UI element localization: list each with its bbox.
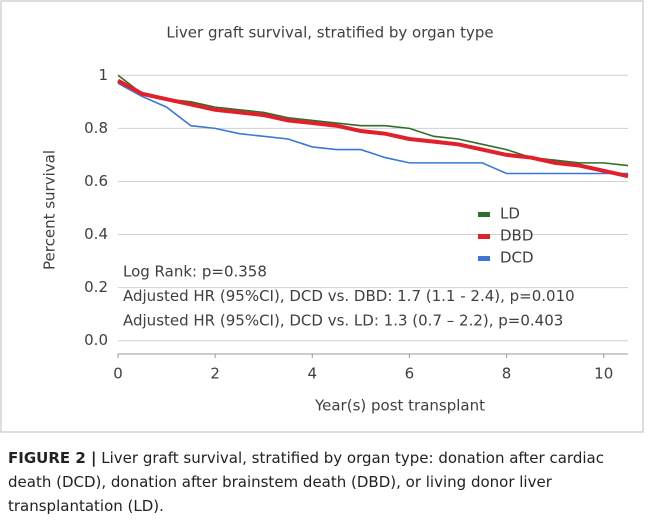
annotation: Adjusted HR (95%CI), DCD vs. LD: 1.3 (0.… [123,312,563,330]
legend-label: LD [500,205,520,223]
x-tick-label: 6 [405,365,415,383]
legend-swatch [478,256,490,261]
y-axis-label: Percent survival [41,150,59,270]
survival-line [117,78,629,179]
legend-swatch [478,212,490,217]
survival-line [117,82,628,175]
legend-swatch [478,234,490,239]
y-tick-label: 0.8 [84,119,108,137]
x-tick-label: 10 [594,365,613,383]
chart: Liver graft survival, stratified by orga… [0,0,644,433]
annotation: Adjusted HR (95%CI), DCD vs. DBD: 1.7 (1… [123,287,575,305]
legend-label: DCD [500,249,534,267]
caption-text: Liver graft survival, stratified by orga… [8,449,604,515]
annotation: Log Rank: p=0.358 [123,263,267,281]
legend-label: DBD [500,227,533,245]
chart-title: Liver graft survival, stratified by orga… [166,24,493,42]
y-tick-label: 0.0 [84,331,108,349]
x-tick-label: 8 [502,365,512,383]
y-tick-label: 1 [98,66,108,84]
x-tick-label: 4 [308,365,318,383]
x-tick-label: 2 [210,365,220,383]
chart-frame [0,0,644,433]
figure-label: FIGURE 2 | [8,449,97,467]
figure-caption: FIGURE 2 | Liver graft survival, stratif… [8,446,644,518]
x-axis-label: Year(s) post transplant [314,397,485,415]
y-tick-label: 0.4 [84,225,108,243]
x-tick-label: 0 [113,365,123,383]
y-tick-label: 0.6 [84,172,108,190]
y-tick-label: 0.2 [84,278,108,296]
